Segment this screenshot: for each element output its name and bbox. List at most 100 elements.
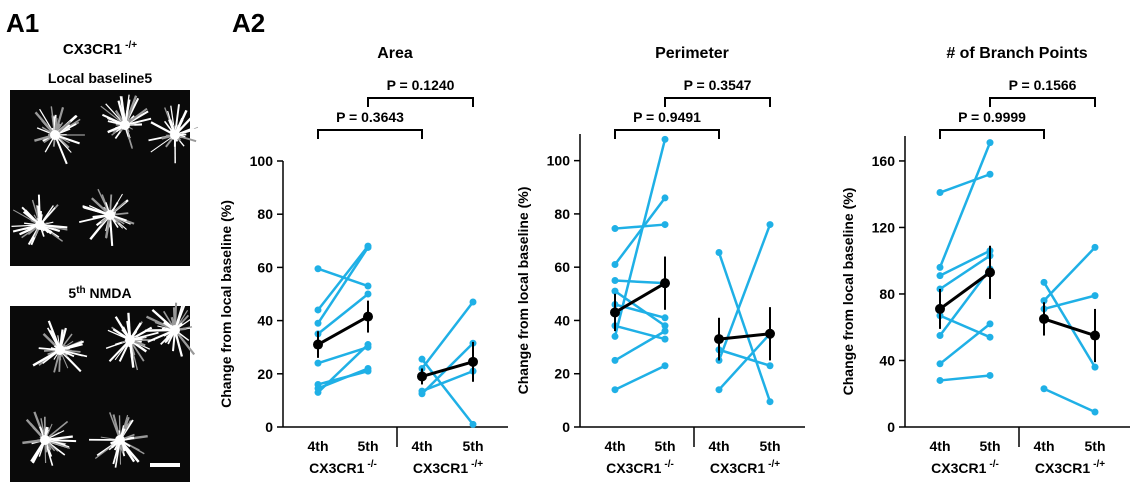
- pair-point: [937, 377, 944, 384]
- pair-point: [662, 314, 669, 321]
- y-axis-label: Change from local baseline (%): [218, 200, 234, 408]
- mean-line: [1044, 319, 1095, 336]
- x-tick-label: 4th: [930, 438, 951, 454]
- group-label: CX3CR1-/+: [710, 459, 780, 476]
- p-value: P = 0.9491: [633, 109, 701, 125]
- pair-line: [615, 331, 665, 360]
- y-tick-label: 0: [887, 419, 895, 435]
- pair-point: [612, 333, 619, 340]
- cell-body: [40, 435, 50, 445]
- mean-point: [468, 357, 478, 367]
- pair-point: [937, 332, 944, 339]
- p-value: P = 0.1566: [1009, 77, 1077, 93]
- p-value: P = 0.9999: [958, 109, 1026, 125]
- chart-title: # of Branch Points: [946, 45, 1087, 62]
- pair-point: [937, 360, 944, 367]
- mean-point: [714, 334, 724, 344]
- pair-line: [1044, 389, 1095, 412]
- p-value: P = 0.3547: [684, 77, 752, 93]
- pair-line: [615, 225, 665, 229]
- pair-point: [716, 249, 723, 256]
- pair-line: [719, 225, 770, 361]
- mean-point: [765, 329, 775, 339]
- pair-point: [987, 171, 994, 178]
- pair-point: [470, 298, 477, 305]
- pair-point: [1041, 279, 1048, 286]
- significance-bracket: [990, 98, 1095, 107]
- image-title-part: 5: [68, 285, 76, 301]
- x-tick-label: 5th: [655, 438, 676, 454]
- pair-line: [318, 371, 368, 384]
- pair-line: [318, 247, 368, 323]
- figure: A1 A2 CX3CR1-/+ Local baseline5 5th NMDA…: [0, 0, 1130, 485]
- pair-point: [419, 356, 426, 363]
- pair-line: [940, 324, 990, 364]
- mean-point: [313, 340, 323, 350]
- pair-point: [987, 139, 994, 146]
- group-sup: -/+: [471, 459, 483, 470]
- pair-point: [987, 334, 994, 341]
- pair-point: [612, 357, 619, 364]
- pair-point: [767, 362, 774, 369]
- group-label: CX3CR1-/-: [606, 459, 674, 476]
- pair-point: [315, 320, 322, 327]
- pair-point: [470, 421, 477, 428]
- pair-point: [662, 362, 669, 369]
- y-tick-label: 0: [265, 419, 273, 435]
- y-tick-label: 100: [547, 153, 571, 169]
- pair-point: [662, 322, 669, 329]
- panel-label: A1: [6, 8, 39, 38]
- pair-point: [315, 381, 322, 388]
- x-tick-label: 5th: [358, 438, 379, 454]
- pair-line: [1044, 282, 1095, 367]
- x-tick-label: 4th: [308, 438, 329, 454]
- y-tick-label: 80: [879, 286, 895, 302]
- y-axis-label: Change from local baseline (%): [840, 188, 856, 396]
- pair-point: [987, 372, 994, 379]
- group-sup: -/+: [1093, 459, 1105, 470]
- group-name: CX3CR1: [413, 460, 468, 476]
- cell-body: [125, 335, 135, 345]
- pair-point: [365, 291, 372, 298]
- pair-point: [767, 221, 774, 228]
- y-tick-label: 160: [872, 153, 896, 169]
- chart-title: Area: [377, 45, 413, 62]
- y-tick-label: 20: [554, 366, 570, 382]
- cell-body: [170, 325, 180, 335]
- genotype: CX3CR1: [63, 41, 122, 58]
- pair-point: [612, 288, 619, 295]
- group-sup: -/-: [664, 459, 673, 470]
- cell-body: [50, 130, 60, 140]
- y-tick-label: 60: [554, 259, 570, 275]
- group-label: CX3CR1-/-: [309, 459, 377, 476]
- pair-point: [612, 225, 619, 232]
- pair-point: [662, 136, 669, 143]
- pair-point: [612, 277, 619, 284]
- cell-body: [55, 345, 65, 355]
- group-name: CX3CR1: [1035, 460, 1090, 476]
- pair-point: [987, 320, 994, 327]
- pair-point: [1092, 292, 1099, 299]
- pair-line: [940, 375, 990, 380]
- pair-line: [615, 326, 665, 339]
- cell-body: [120, 120, 130, 130]
- pair-point: [365, 283, 372, 290]
- pair-line: [615, 281, 665, 284]
- pair-line: [940, 143, 990, 268]
- y-tick-label: 100: [250, 153, 274, 169]
- mean-point: [417, 371, 427, 381]
- pair-point: [1041, 385, 1048, 392]
- y-tick-label: 80: [554, 206, 570, 222]
- cell-body: [170, 130, 180, 140]
- pair-point: [937, 272, 944, 279]
- group-label: CX3CR1-/+: [1035, 459, 1105, 476]
- group-label: CX3CR1-/-: [931, 459, 999, 476]
- pair-point: [662, 336, 669, 343]
- significance-bracket: [940, 130, 1044, 139]
- x-tick-label: 5th: [1085, 438, 1106, 454]
- group-name: CX3CR1: [710, 460, 765, 476]
- group-sup: -/-: [367, 459, 376, 470]
- panel-label: A2: [232, 8, 265, 38]
- y-tick-label: 40: [879, 352, 895, 368]
- pair-point: [419, 390, 426, 397]
